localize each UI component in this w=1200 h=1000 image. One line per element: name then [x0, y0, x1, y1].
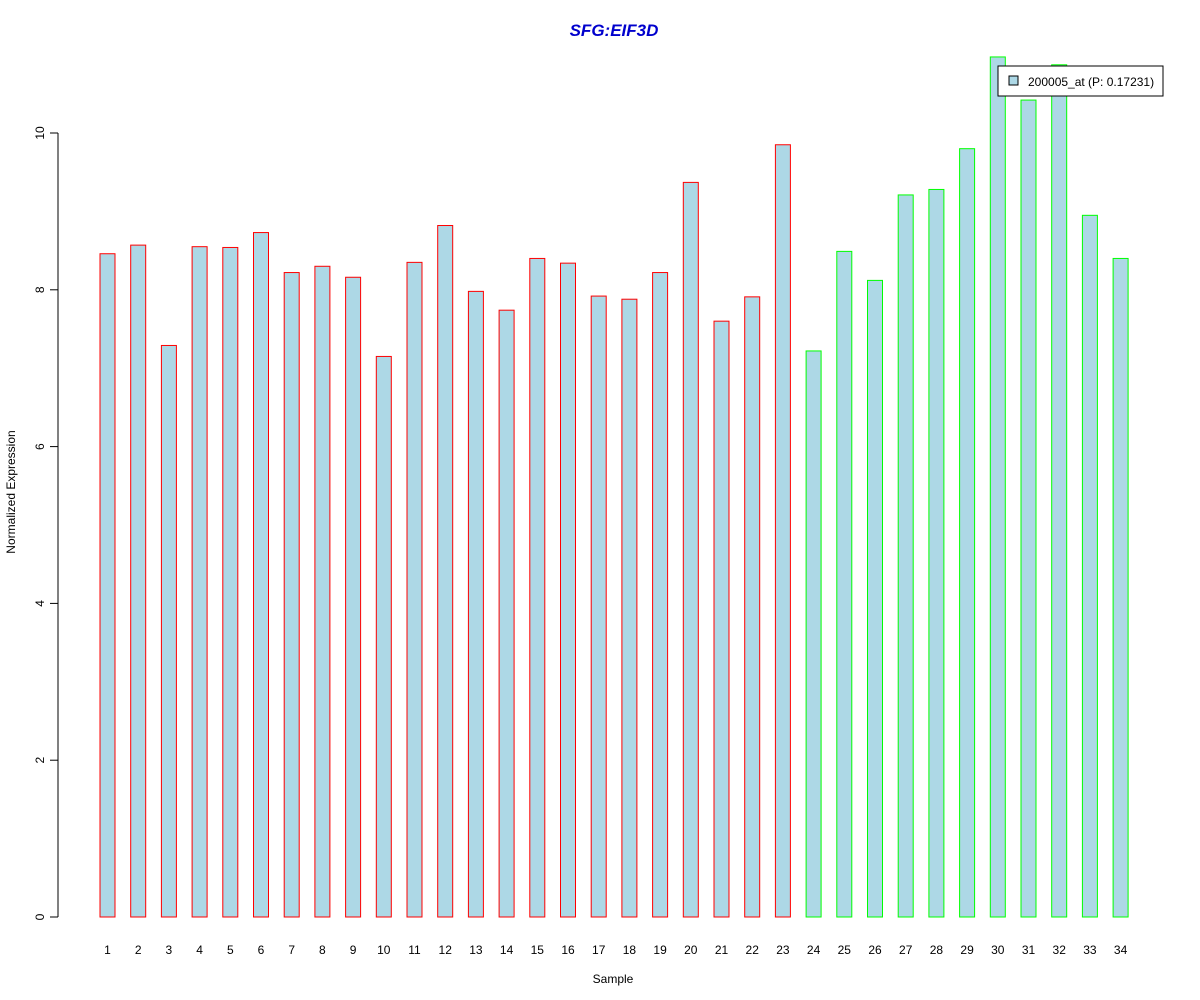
bar-sample-30	[989, 56, 1006, 918]
bar-sample-27	[897, 194, 914, 918]
x-tick-label: 32	[1053, 943, 1067, 957]
bar-sample-29	[959, 148, 976, 918]
bar-sample-34	[1112, 257, 1129, 918]
y-axis-label: Normalized Expression	[4, 430, 18, 553]
x-tick-label: 30	[991, 943, 1005, 957]
bar-sample-24	[805, 350, 822, 918]
x-tick-label: 31	[1022, 943, 1036, 957]
x-tick-label: 15	[531, 943, 545, 957]
x-tick-label: 7	[288, 943, 295, 957]
y-axis: 0 2 4 6 8 10	[33, 126, 59, 920]
bar-sample-11	[406, 261, 423, 918]
y-tick-label: 0	[33, 913, 47, 920]
x-tick-label: 5	[227, 943, 234, 957]
x-tick-label: 19	[653, 943, 667, 957]
x-tick-label: 3	[166, 943, 173, 957]
bar-sample-6	[253, 232, 269, 918]
bar-sample-33	[1081, 214, 1098, 918]
x-tick-label: 18	[623, 943, 637, 957]
y-tick-label: 6	[33, 443, 47, 450]
x-tick-label: 14	[500, 943, 514, 957]
bar-sample-15	[529, 257, 546, 918]
x-tick-label: 12	[439, 943, 453, 957]
bars	[99, 56, 1129, 918]
legend-box	[997, 65, 1164, 97]
y-ticks: 0 2 4 6 8 10	[33, 126, 58, 920]
y-tick-label: 2	[33, 757, 47, 764]
legend-label: 200005_at (P: 0.17231)	[1028, 75, 1154, 89]
bar-sample-4	[191, 246, 208, 918]
bar-sample-5	[222, 246, 239, 918]
bar-sample-28	[928, 188, 945, 918]
bar-sample-13	[467, 290, 484, 918]
x-tick-label: 21	[715, 943, 729, 957]
x-tick-label: 27	[899, 943, 913, 957]
bar-sample-3	[160, 344, 177, 918]
bar-sample-12	[437, 225, 454, 918]
chart-title: SFG:EIF3D	[570, 21, 659, 40]
x-tick-label: 6	[258, 943, 265, 957]
x-tick-label: 26	[868, 943, 882, 957]
x-tick-label: 34	[1114, 943, 1128, 957]
x-tick-label: 16	[561, 943, 575, 957]
x-tick-labels: 1 2 3 4 5 6 7 8 9 10 11 12 13 14 15 16 17 18 19 20 21 22 23 24 2…	[104, 943, 1127, 957]
x-tick-label: 22	[746, 943, 760, 957]
x-tick-label: 2	[135, 943, 142, 957]
x-axis-label: Sample	[593, 972, 634, 986]
bar-sample-22	[744, 296, 761, 918]
bar-sample-14	[498, 309, 515, 918]
bar-sample-18	[621, 298, 638, 918]
y-tick-label: 8	[33, 286, 47, 293]
bar-sample-2	[130, 244, 147, 918]
bar-sample-25	[836, 250, 853, 918]
bar-sample-17	[590, 295, 607, 918]
x-tick-label: 13	[469, 943, 483, 957]
legend-swatch	[1008, 75, 1019, 86]
bar-sample-8	[314, 265, 331, 918]
x-tick-label: 33	[1083, 943, 1097, 957]
x-tick-label: 24	[807, 943, 821, 957]
x-tick-label: 17	[592, 943, 606, 957]
x-tick-label: 11	[408, 943, 421, 957]
x-tick-label: 25	[838, 943, 852, 957]
bar-sample-21	[713, 320, 730, 918]
y-tick-label: 4	[33, 600, 47, 607]
x-tick-label: 29	[960, 943, 974, 957]
bar-sample-19	[652, 272, 669, 918]
legend: 200005_at (P: 0.17231)	[997, 65, 1164, 97]
bar-sample-16	[560, 262, 576, 918]
bar-sample-1	[99, 253, 116, 918]
bar-sample-10	[375, 355, 392, 918]
x-tick-label: 28	[930, 943, 944, 957]
x-tick-label: 23	[776, 943, 790, 957]
x-tick-label: 10	[377, 943, 391, 957]
bar-sample-23	[774, 144, 791, 918]
y-tick-label: 10	[33, 126, 47, 140]
x-tick-label: 1	[104, 943, 111, 957]
bar-sample-32	[1051, 64, 1068, 918]
bar-sample-31	[1020, 99, 1037, 918]
bar-sample-7	[283, 272, 300, 918]
bar-sample-20	[682, 181, 699, 918]
x-tick-label: 20	[684, 943, 698, 957]
x-tick-label: 4	[196, 943, 203, 957]
bar-sample-26	[867, 279, 883, 918]
x-tick-label: 8	[319, 943, 326, 957]
x-tick-label: 9	[350, 943, 357, 957]
bar-sample-9	[345, 276, 362, 918]
